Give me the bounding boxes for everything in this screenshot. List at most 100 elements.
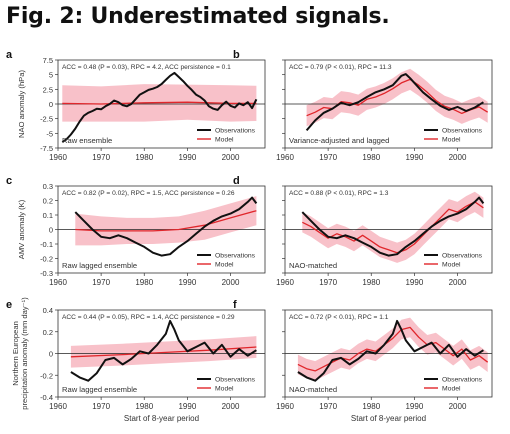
- panel-label: NAO-matched: [289, 261, 337, 270]
- x-tick-label: 1980: [362, 278, 380, 287]
- x-tick-label: 2000: [222, 402, 240, 411]
- x-tick-label: 1990: [178, 402, 196, 411]
- y-tick-label: -0.4: [40, 393, 53, 402]
- legend-label-model: Model: [442, 386, 461, 393]
- x-tick-label: 1970: [92, 402, 110, 411]
- x-tick-label: 1990: [405, 278, 423, 287]
- x-tick-label: 1970: [92, 278, 110, 287]
- panel-letter-c: c: [6, 175, 12, 187]
- x-tick-label: 1980: [362, 153, 380, 162]
- y-tick-label: -0.2: [40, 371, 53, 380]
- x-tick-label: 1960: [276, 402, 294, 411]
- model-spread-band: [75, 196, 257, 246]
- model-spread-band: [302, 191, 484, 263]
- plot-area-b: [285, 68, 492, 132]
- y-tick-label: -0.2: [40, 255, 53, 264]
- observations-line: [297, 319, 484, 382]
- legend-label-observations: Observations: [215, 253, 256, 260]
- y-tick-label: 0.3: [43, 182, 53, 191]
- x-tick-label: 2000: [449, 402, 467, 411]
- panel-label: Raw lagged ensemble: [62, 261, 137, 270]
- panel-d: d 1960 1970 1980 1990 2000 ACC = 0.88 (P < 0.0…: [233, 175, 493, 287]
- y-axis-label: NAO anomaly (hPa): [17, 70, 26, 138]
- x-tick-label: 1990: [178, 153, 196, 162]
- y-tick-label: 7.5: [43, 56, 53, 65]
- x-tick-label: 1960: [49, 402, 67, 411]
- y-axis-label: precipitation anomaly (mm day⁻¹): [20, 297, 29, 410]
- observations-line: [70, 319, 257, 382]
- panel-label: Raw lagged ensemble: [62, 385, 137, 394]
- x-tick-label: 1990: [178, 278, 196, 287]
- x-tick-label: 2000: [222, 153, 240, 162]
- plot-area-a: [58, 71, 265, 143]
- legend-label-model: Model: [215, 262, 234, 269]
- model-line: [75, 210, 257, 232]
- legend-label-model: Model: [215, 137, 234, 144]
- x-axis-label: Start of 8-year period: [124, 414, 199, 423]
- x-tick-label: 2000: [449, 278, 467, 287]
- y-tick-label: -0.1: [40, 240, 53, 249]
- y-axis-label: AMV anomaly (K): [17, 199, 26, 259]
- plot-area-d: [285, 191, 492, 263]
- x-tick-label: 1980: [135, 278, 153, 287]
- y-axis-label: Northern European: [11, 321, 20, 386]
- stats-annotation: ACC = 0.44 (P = 0.05), RPC = 1.4, ACC pe…: [62, 314, 235, 321]
- plot-area-e: [58, 319, 265, 382]
- y-tick-label: 0.2: [43, 197, 53, 206]
- x-tick-label: 1970: [92, 153, 110, 162]
- y-tick-label: 0: [49, 226, 53, 235]
- stats-annotation: ACC = 0.82 (P = 0.02), RPC = 1.5, ACC pe…: [62, 190, 235, 197]
- y-tick-label: 2.5: [43, 85, 53, 94]
- legend-label-model: Model: [442, 137, 461, 144]
- legend-label-observations: Observations: [215, 377, 256, 384]
- x-tick-label: 2000: [449, 153, 467, 162]
- x-tick-label: 1980: [362, 402, 380, 411]
- y-tick-label: 0.4: [43, 306, 53, 315]
- panel-letter-f: f: [233, 299, 237, 311]
- model-line: [62, 101, 257, 105]
- legend-label-observations: Observations: [442, 128, 483, 135]
- panel-letter-e: e: [6, 299, 12, 311]
- stats-annotation: ACC = 0.48 (P = 0.03), RPC = 4.2, ACC pe…: [62, 64, 231, 71]
- y-tick-label: -0.3: [40, 269, 53, 278]
- x-tick-label: 2000: [222, 278, 240, 287]
- observations-line: [301, 196, 485, 257]
- x-tick-label: 1960: [49, 278, 67, 287]
- plot-area-c: [58, 196, 265, 257]
- x-tick-label: 1990: [405, 402, 423, 411]
- panel-b: b 1960 1970 1980 1990 2000 ACC = 0.79 (P < 0.0…: [233, 49, 493, 162]
- model-spread-band: [306, 68, 488, 127]
- plot-area-f: [285, 317, 492, 382]
- panel-f: f 1960 1970 1980 1990 2000 ACC = 0.72 (P < 0.0…: [233, 299, 493, 423]
- x-tick-label: 1990: [405, 153, 423, 162]
- panel-letter-a: a: [6, 49, 13, 61]
- panel-e: e 1960 1970 1980 1990 2000 -0.4 -0.2 0 0.2 0.4 ACC …: [6, 297, 266, 423]
- x-tick-label: 1970: [319, 278, 337, 287]
- legend-label-model: Model: [442, 262, 461, 269]
- figure-title: Fig. 2: Underestimated signals.: [6, 4, 390, 29]
- legend-label-observations: Observations: [442, 253, 483, 260]
- y-tick-label: -5: [46, 129, 53, 138]
- y-tick-label: 5: [49, 71, 53, 80]
- y-tick-label: 0: [49, 350, 53, 359]
- panel-letter-b: b: [233, 49, 240, 61]
- panel-c: c 1960 1970 1980 1990 2000 -0.3 -0.2 -0.1 0 0.1 0.2…: [6, 175, 266, 287]
- y-tick-label: 0: [49, 100, 53, 109]
- y-tick-label: -2.5: [40, 115, 53, 124]
- legend-label-observations: Observations: [442, 377, 483, 384]
- model-line: [302, 201, 484, 254]
- stats-annotation: ACC = 0.79 (P < 0.01), RPC = 11.3: [289, 64, 392, 71]
- x-axis-label: Start of 8-year period: [351, 414, 426, 423]
- model-spread-band: [70, 336, 257, 368]
- observations-line: [305, 73, 484, 132]
- x-tick-label: 1980: [135, 153, 153, 162]
- stats-annotation: ACC = 0.88 (P < 0.01), RPC = 1.3: [289, 190, 389, 197]
- y-tick-label: 0.2: [43, 328, 53, 337]
- y-tick-label: 0.1: [43, 211, 53, 220]
- panel-label: Raw ensemble: [62, 136, 112, 145]
- legend-label-observations: Observations: [215, 128, 256, 135]
- x-tick-label: 1980: [135, 402, 153, 411]
- x-tick-label: 1970: [319, 402, 337, 411]
- x-tick-label: 1960: [276, 278, 294, 287]
